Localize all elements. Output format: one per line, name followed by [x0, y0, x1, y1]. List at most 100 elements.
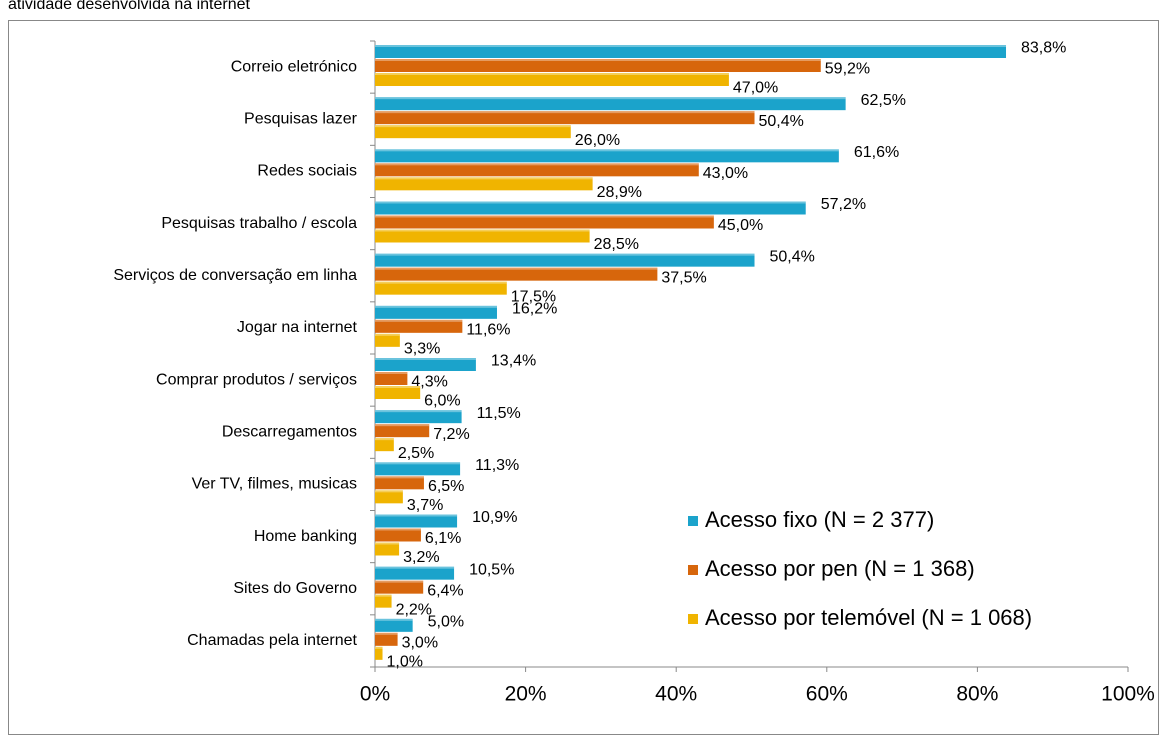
bar [375, 646, 383, 660]
value-label: 37,5% [661, 269, 706, 286]
bar [375, 73, 729, 86]
x-tick-label: 0% [360, 683, 390, 706]
bar [375, 476, 424, 490]
value-label: 7,2% [433, 426, 469, 443]
bar-highlight [375, 201, 806, 204]
bar-highlight [375, 646, 383, 649]
value-label: 6,4% [427, 582, 463, 599]
bar-highlight [375, 528, 421, 531]
bar-highlight [375, 177, 593, 180]
category-label: Redes sociais [257, 163, 357, 180]
bar-highlight [375, 476, 424, 479]
x-tick-label: 40% [655, 683, 697, 706]
value-label: 6,0% [424, 393, 460, 410]
bar-highlight [375, 542, 400, 545]
value-label: 6,5% [428, 478, 464, 495]
bar [375, 580, 424, 594]
legend-swatch [688, 614, 698, 624]
value-label: 3,2% [403, 549, 439, 566]
bar-highlight [375, 111, 755, 114]
value-label: 45,0% [718, 217, 763, 234]
legend-swatch [688, 565, 698, 575]
bar-highlight [375, 462, 461, 465]
value-label: 50,4% [770, 248, 815, 265]
bar-highlight [375, 305, 497, 308]
bar-highlight [375, 386, 421, 388]
x-tick-label: 20% [505, 683, 547, 706]
bar [375, 410, 462, 424]
bar-highlight [375, 618, 413, 621]
value-label: 11,3% [475, 457, 519, 474]
bar [375, 618, 413, 632]
bar [375, 229, 590, 243]
bar-highlight [375, 97, 846, 100]
bar-highlight [375, 281, 507, 284]
bar [375, 59, 821, 72]
bar [375, 528, 421, 542]
bar [375, 201, 806, 215]
bar [375, 149, 839, 163]
category-label: Sites do Governo [233, 580, 357, 597]
category-label: Descarregamentos [222, 423, 357, 440]
value-label: 10,5% [469, 561, 514, 578]
bar-highlight [375, 319, 463, 322]
subtitle: atividade desenvolvida na internet [8, 0, 251, 13]
category-label: Chamadas pela internet [187, 632, 357, 649]
bar [375, 305, 497, 319]
value-label: 6,1% [425, 530, 461, 547]
value-label: 50,4% [759, 113, 804, 130]
x-tick-label: 60% [806, 683, 848, 706]
bar-highlight [375, 59, 821, 61]
bar [375, 97, 846, 111]
category-label: Jogar na internet [237, 319, 358, 336]
bar [375, 438, 394, 452]
value-label: 43,0% [703, 165, 748, 182]
bar [375, 424, 430, 438]
value-label: 62,5% [861, 92, 906, 109]
legend-label: Acesso fixo (N = 2 377) [705, 507, 934, 532]
bar [375, 514, 458, 528]
bar-highlight [375, 580, 424, 583]
bar [375, 177, 593, 191]
bar-highlight [375, 632, 398, 635]
bar-highlight [375, 566, 455, 569]
bar-highlight [375, 149, 839, 152]
bar-highlight [375, 215, 714, 218]
bar-highlight [375, 73, 729, 75]
bar-highlight [375, 358, 476, 360]
value-label: 3,3% [404, 341, 440, 358]
value-label: 11,6% [466, 322, 510, 339]
bar-highlight [375, 333, 400, 336]
bar [375, 125, 571, 139]
bar [375, 566, 455, 580]
bar [375, 215, 714, 229]
legend-label: Acesso por pen (N = 1 368) [705, 556, 975, 581]
bar [375, 281, 507, 295]
bar [375, 111, 755, 125]
bar [375, 542, 400, 556]
bar-highlight [375, 229, 590, 232]
bar [375, 45, 1007, 58]
bar-highlight [375, 163, 699, 166]
category-label: Correio eletrónico [231, 58, 357, 75]
bar [375, 632, 398, 646]
bar-highlight [375, 424, 430, 427]
value-label: 16,2% [512, 301, 557, 318]
bar-highlight [375, 125, 571, 128]
value-label: 2,2% [396, 601, 432, 618]
legend-label: Acesso por telemóvel (N = 1 068) [705, 605, 1032, 630]
value-label: 1,0% [387, 654, 423, 671]
category-label: Ver TV, filmes, musicas [192, 476, 357, 493]
value-label: 59,2% [825, 61, 870, 78]
bar-highlight [375, 594, 392, 597]
category-label: Home banking [254, 528, 357, 545]
value-label: 13,4% [491, 353, 536, 370]
value-label: 28,9% [597, 184, 642, 201]
bar [375, 267, 658, 281]
value-label: 5,0% [428, 614, 464, 631]
value-label: 4,3% [411, 374, 447, 391]
bar-highlight [375, 267, 658, 270]
category-label: Comprar produtos / serviços [156, 371, 357, 388]
bar [375, 333, 400, 347]
